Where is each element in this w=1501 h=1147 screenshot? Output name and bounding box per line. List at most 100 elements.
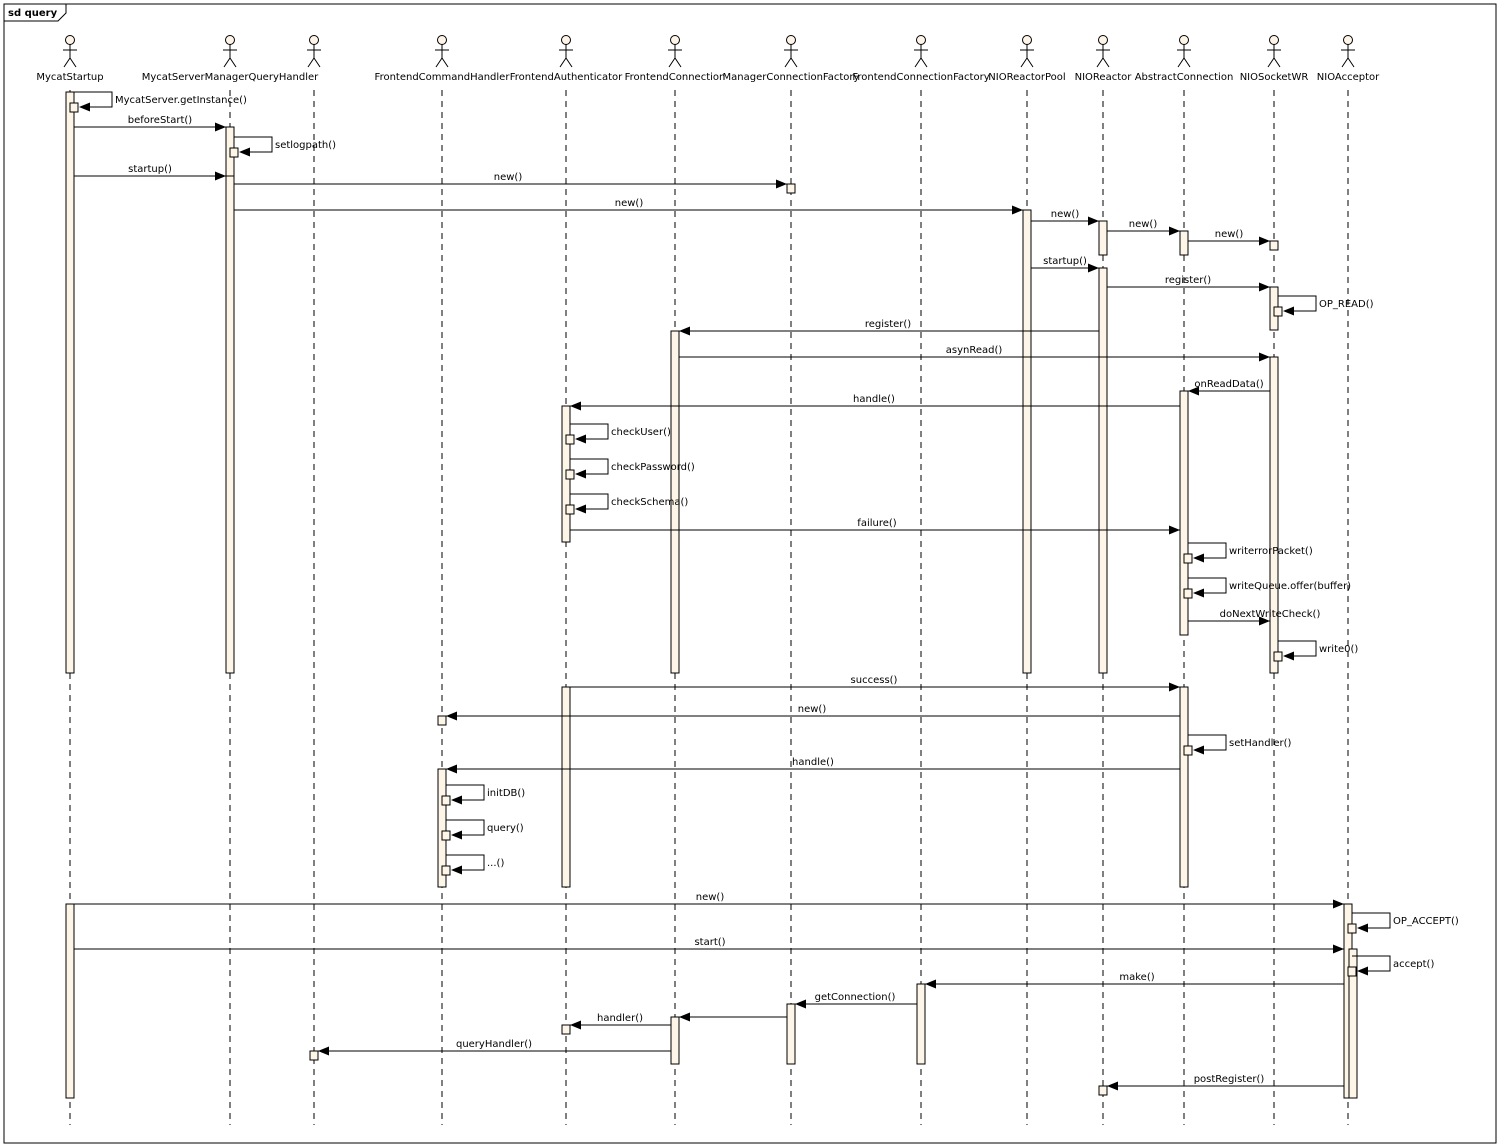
actor-head <box>1179 35 1189 45</box>
message: checkUser() <box>565 423 671 445</box>
message-label: postRegister() <box>1194 1074 1265 1085</box>
message-label: checkSchema() <box>611 497 688 508</box>
message-label: getConnection() <box>815 992 896 1003</box>
created-object-box <box>786 183 796 194</box>
message-label: writerrorPacket() <box>1229 546 1313 557</box>
execution-box <box>1347 923 1357 934</box>
actor-p11: NIOSocketWR <box>1240 35 1308 83</box>
actor-p10: AbstractConnection <box>1135 35 1233 83</box>
message-label: register() <box>1165 275 1211 286</box>
message: queryHandler() <box>309 1039 671 1061</box>
message-label: startup() <box>1043 256 1087 267</box>
activation-bar <box>670 330 680 674</box>
message: new() <box>74 892 1344 909</box>
message: accept() <box>1347 955 1434 977</box>
activation-bar <box>670 1016 680 1065</box>
actor-head <box>225 35 235 45</box>
actors: MycatStartup MycatServerManagerQueryHandl… <box>36 35 1380 83</box>
execution-box <box>1183 553 1193 564</box>
arrow-head <box>446 764 457 774</box>
message-label: checkUser() <box>611 427 671 438</box>
arrow-head <box>1333 944 1344 954</box>
message-label: doNextWriteCheck() <box>1220 609 1321 620</box>
arrow-head <box>446 711 457 721</box>
message-label: new() <box>1215 229 1244 240</box>
messages: MycatServer.getInstance() beforeStart() se… <box>69 91 1459 1096</box>
arrow-head <box>215 122 226 132</box>
message-label: register() <box>865 319 911 330</box>
activation-bar <box>65 91 75 674</box>
created-object-box <box>561 1024 571 1035</box>
actor-head <box>1022 35 1032 45</box>
actor-p5: FrontendConnection <box>625 35 725 83</box>
message: new() <box>1107 219 1180 236</box>
message-label: beforeStart() <box>128 115 193 126</box>
message-label: failure() <box>857 518 896 529</box>
message-label: new() <box>615 198 644 209</box>
message: new() <box>234 172 796 194</box>
activation-bar <box>1098 220 1108 256</box>
message-label: make() <box>1119 972 1154 983</box>
self-message-line <box>1352 912 1391 929</box>
message: setHandler() <box>1183 734 1292 756</box>
arrow-head <box>1259 236 1270 246</box>
activation-bar <box>1179 390 1189 636</box>
activation-bar <box>225 175 235 674</box>
message-label: new() <box>696 892 725 903</box>
message-label: handler() <box>597 1013 643 1024</box>
self-message-line <box>446 819 485 836</box>
actor-body <box>1267 44 1281 68</box>
created-object-box <box>1098 1085 1108 1096</box>
message-label: writeQueue.offer(buffer) <box>1229 581 1351 592</box>
message-label: accept() <box>1393 959 1434 970</box>
message: checkPassword() <box>565 458 695 480</box>
actor-head <box>309 35 319 45</box>
execution-box <box>441 830 451 841</box>
message-label: onReadData() <box>1194 379 1263 390</box>
arrow-head <box>1169 226 1180 236</box>
activation-bar <box>561 686 571 888</box>
self-message-line <box>1278 295 1317 312</box>
participant-name: FrontendAuthenticator <box>510 72 623 83</box>
execution-box <box>565 469 575 480</box>
actor-head <box>65 35 75 45</box>
actor-p6: ManagerConnectionFactory <box>723 35 860 83</box>
lifelines <box>69 90 1349 1125</box>
message-label: handle() <box>853 394 895 405</box>
actor-p8: NIOReactorPool <box>988 35 1066 83</box>
execution-box <box>1273 306 1283 317</box>
actor-head <box>670 35 680 45</box>
message: writeQueue.offer(buffer) <box>1183 577 1351 599</box>
arrow-head <box>1357 923 1368 933</box>
arrow-head <box>1283 651 1294 661</box>
actor-p12: NIOAcceptor <box>1317 35 1380 83</box>
arrow-head <box>1088 216 1099 226</box>
arrow-head <box>1333 899 1344 909</box>
message: writerrorPacket() <box>1183 542 1313 564</box>
arrow-head <box>925 979 936 989</box>
message-label: write0() <box>1319 644 1358 655</box>
self-message-line <box>234 136 273 153</box>
message-label: startup() <box>128 164 172 175</box>
activation-bar <box>65 903 75 1099</box>
actor-head <box>437 35 447 45</box>
self-message-line <box>1188 734 1227 751</box>
arrow-head <box>570 1020 581 1030</box>
message-label: checkPassword() <box>611 462 695 473</box>
actor-p4: FrontendAuthenticator <box>510 35 623 83</box>
arrow-head <box>1357 966 1368 976</box>
arrow-head <box>570 401 581 411</box>
self-message-line <box>1278 640 1317 657</box>
actor-head <box>786 35 796 45</box>
arrow-head <box>679 326 690 336</box>
actor-body <box>1096 44 1110 68</box>
participant-name: MycatServerManagerQueryHandler <box>142 72 319 83</box>
message: doNextWriteCheck() <box>1188 609 1320 626</box>
message-label: asynRead() <box>946 345 1003 356</box>
message: startup() <box>74 164 226 181</box>
self-message-line <box>570 458 609 475</box>
message-label: query() <box>487 823 524 834</box>
message-label: OP_READ() <box>1319 299 1374 310</box>
participant-name: MycatStartup <box>36 72 103 83</box>
